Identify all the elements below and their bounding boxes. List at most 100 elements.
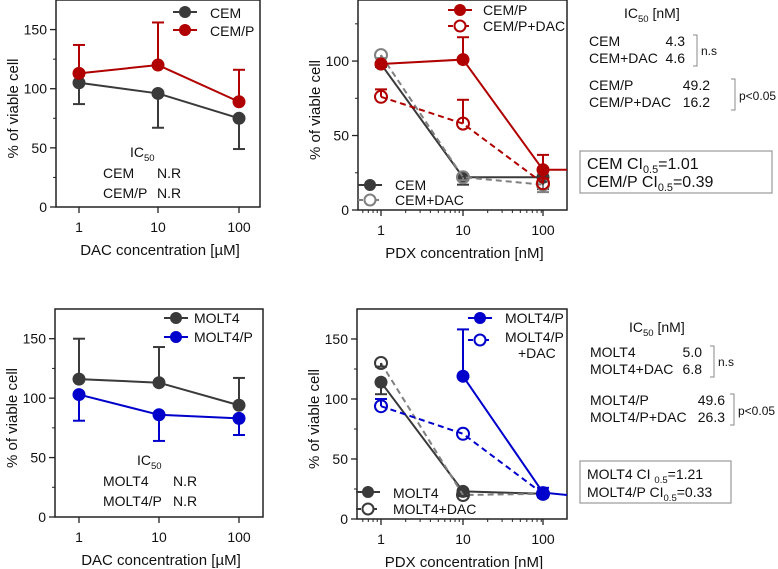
- panel-b-xtick-label: 10: [455, 222, 471, 238]
- legend-label-cem: CEM: [395, 177, 426, 193]
- panel-c-ytick-label: 0: [38, 509, 46, 525]
- legend-label-molt4: MOLT4: [194, 310, 240, 326]
- top-ci-value: CEM/P CI0.5=0.39: [587, 174, 714, 194]
- panel-a-ic50-row-name: CEM: [103, 165, 134, 181]
- panel-b-series-cem-p-point: [536, 163, 550, 177]
- top-significance-label: p<0.05: [739, 89, 776, 103]
- panel-b-xtick-label: 100: [531, 222, 555, 238]
- panel-d-series-molt4-point: [374, 375, 388, 389]
- panel-c-ytick-label: 150: [23, 331, 47, 347]
- panel-b-series-cem-p-dac-point: [536, 176, 550, 191]
- bottom-ic50-header: IC50 [nM]: [629, 319, 685, 339]
- panel-c-xtick-label: 10: [151, 529, 167, 545]
- top-ic50-header: IC50 [nM]: [624, 5, 680, 25]
- legend-marker: [363, 193, 377, 207]
- panel-a-series-cem-point: [151, 86, 165, 100]
- panel-c-xtick-label: 100: [227, 529, 251, 545]
- panel-c-ic50-label: IC50: [137, 452, 162, 472]
- panel-d-ytick-label: 50: [332, 451, 348, 467]
- top-ic50-value: 4.3: [666, 33, 686, 49]
- panel-d-series-molt4-p-dac-point: [536, 486, 550, 501]
- bottom-ci-value: MOLT4/P CI0.5=0.33: [587, 484, 712, 504]
- panel-d-series-molt4-line: [380, 381, 544, 495]
- bottom-ic50-name: MOLT4: [590, 344, 636, 360]
- bottom-ci-value: MOLT4 CI 0.5=1.21: [587, 466, 703, 486]
- panel-d-series-molt4-p-dac-line: [380, 405, 544, 495]
- panel-b-ytick-label: 100: [326, 53, 350, 69]
- panel-d-plot-frame: [356, 308, 568, 520]
- panel-b-series-cem-dac-line: [380, 54, 544, 186]
- bottom-ic50-name: MOLT4/P: [590, 392, 649, 408]
- legend-label-molt4-p-dac: MOLT4/P: [505, 329, 564, 345]
- panel-c-ytick-label: 100: [23, 390, 47, 406]
- top-ic50-name: CEM/P: [589, 77, 633, 93]
- panel-b-series-cem-p-point: [374, 57, 388, 71]
- legend-label-cem-p: CEM/P: [483, 2, 527, 18]
- panel-a-series-cem-point: [232, 111, 246, 125]
- bottom-ic50-name: MOLT4+DAC: [590, 361, 673, 377]
- legend-marker: [179, 24, 191, 36]
- panel-c-series-molt4-point: [152, 376, 166, 390]
- panel-a-series-cem-point: [72, 76, 86, 90]
- legend-marker: [364, 179, 376, 191]
- panel-a-ic50-row-name: CEM/P: [103, 185, 147, 201]
- panel-c-series-molt4-point: [232, 398, 246, 412]
- panel-b-xtick-label: 1: [377, 222, 385, 238]
- panel-a-series-cem-p-point: [72, 66, 86, 80]
- panel-d-ytick-label: 150: [325, 331, 349, 347]
- panel-d-y-axis-label: % of viable cell: [306, 369, 323, 469]
- panel-a-xtick-label: 10: [150, 219, 166, 235]
- panel-c-ic50-row-name: MOLT4/P: [103, 493, 162, 509]
- bottom-ci-box: [579, 460, 732, 504]
- legend-marker: [170, 312, 182, 324]
- panel-a-series-cem-p-point: [232, 95, 246, 109]
- panel-b-series-cem-p-point: [456, 53, 470, 67]
- panel-c-y-axis-label: % of viable cell: [4, 368, 21, 468]
- panel-a-ytick-label: 100: [24, 81, 48, 97]
- bottom-significance-label: p<0.05: [738, 404, 775, 418]
- panel-a-ytick-label: 50: [31, 140, 47, 156]
- panel-d-xtick-label: 1: [377, 531, 385, 547]
- legend-marker: [361, 502, 375, 516]
- panel-b-series-cem-p-dac-point: [456, 116, 470, 131]
- legend-label-molt4: MOLT4: [393, 485, 439, 501]
- panel-a-xtick-label: 100: [227, 219, 251, 235]
- panel-d-series-molt4-p-line: [462, 375, 568, 496]
- panel-b-series-cem-p-dac-line: [380, 95, 544, 184]
- bottom-ic50-value: 6.8: [683, 361, 703, 377]
- bottom-significance-bracket: [730, 393, 735, 426]
- legend-marker: [179, 6, 191, 18]
- legend-marker: [453, 19, 467, 33]
- panel-c-series-molt4-p-point: [152, 408, 166, 422]
- legend-label-cem-p: CEM/P: [210, 23, 254, 39]
- bottom-significance-bracket: [710, 345, 715, 378]
- top-ic50-value: 49.2: [683, 77, 710, 93]
- legend-label-cem: CEM: [210, 5, 241, 21]
- legend-marker: [454, 4, 466, 16]
- legend-marker: [362, 486, 374, 498]
- top-ic50-value: 4.6: [666, 50, 686, 66]
- legend-label-cem-p-dac: CEM/P+DAC: [483, 18, 565, 34]
- panel-b-series-cem-dac-point: [456, 170, 470, 185]
- panel-c-x-axis-label: DAC concentration [µM]: [81, 552, 241, 569]
- top-significance-bracket: [693, 34, 698, 67]
- legend-label-molt4-p: MOLT4/P: [194, 329, 253, 345]
- top-significance-label: n.s: [701, 44, 717, 58]
- panel-d-series-molt4-dac-point: [374, 356, 388, 370]
- bottom-significance-label: n.s: [718, 355, 734, 369]
- top-ci-value: CEM CI0.5=1.01: [587, 156, 699, 176]
- panel-d-series-molt4-dac-point: [456, 488, 470, 502]
- panel-d-series-molt4-p-dac-point: [374, 399, 388, 414]
- panel-c-ic50-row-value: N.R: [173, 493, 197, 509]
- top-ic50-name: CEM/P+DAC: [589, 94, 671, 110]
- panel-c-series-molt4-p-point: [72, 388, 86, 402]
- panel-a-ic50-row-value: N.R: [157, 185, 181, 201]
- panel-d-ytick-label: 0: [340, 511, 348, 527]
- panel-a-ic50-label: IC50: [130, 144, 155, 164]
- panel-b-x-axis-label: PDX concentration [nM]: [385, 245, 543, 262]
- bottom-ic50-value: 5.0: [683, 344, 703, 360]
- legend-label-molt4-p: MOLT4/P: [505, 310, 564, 326]
- legend-marker: [473, 333, 487, 347]
